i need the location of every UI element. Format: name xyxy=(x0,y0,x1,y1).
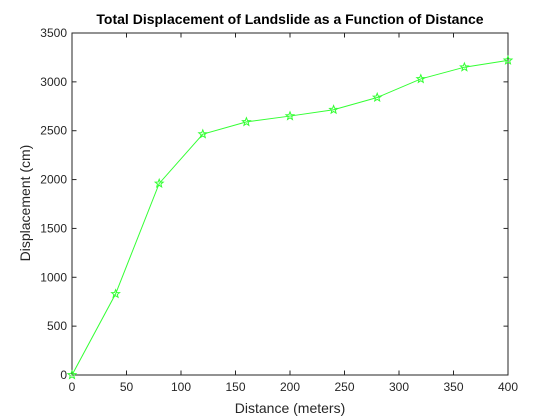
data-point-marker xyxy=(153,177,165,189)
y-tick-label: 2000 xyxy=(40,173,67,187)
x-tick-label: 100 xyxy=(171,380,191,394)
data-point-marker xyxy=(197,128,209,139)
series-line xyxy=(71,59,509,376)
data-point-marker xyxy=(241,116,252,127)
chart-title: Total Displacement of Landslide as a Fun… xyxy=(96,11,483,27)
x-tick-label: 350 xyxy=(443,380,463,394)
data-point-marker xyxy=(66,369,78,380)
x-tick-label: 200 xyxy=(280,380,300,394)
y-tick-label: 1500 xyxy=(40,221,67,235)
x-tick-label: 250 xyxy=(334,380,354,394)
data-point-marker xyxy=(371,91,383,103)
data-point-marker xyxy=(110,288,121,299)
y-axis-label: Displacement (cm) xyxy=(17,145,33,262)
data-point-marker xyxy=(328,104,339,115)
y-axis-ticks: 0 500 1000 1500 2000 2500 3000 3500 xyxy=(40,26,508,382)
data-point-marker xyxy=(415,73,427,84)
y-tick-label: 2500 xyxy=(40,124,67,138)
y-tick-label: 500 xyxy=(47,319,67,333)
x-tick-label: 150 xyxy=(225,380,245,394)
data-point-marker xyxy=(284,110,296,121)
data-point-marker xyxy=(459,61,470,72)
plot-area xyxy=(71,32,509,376)
y-tick-label: 0 xyxy=(60,368,67,382)
y-tick-label: 1000 xyxy=(40,270,67,284)
x-axis-label: Distance (meters) xyxy=(235,400,345,416)
x-tick-label: 400 xyxy=(498,380,518,394)
x-tick-label: 300 xyxy=(389,380,409,394)
data-series xyxy=(66,54,514,380)
x-axis-ticks: 0 50 100 150 200 250 300 350 400 xyxy=(69,33,518,394)
data-point-marker xyxy=(502,54,514,65)
x-tick-label: 50 xyxy=(120,380,134,394)
axes-box xyxy=(71,32,509,376)
x-tick-label: 0 xyxy=(69,380,76,394)
y-tick-label: 3000 xyxy=(40,75,67,89)
y-tick-label: 3500 xyxy=(40,26,67,40)
